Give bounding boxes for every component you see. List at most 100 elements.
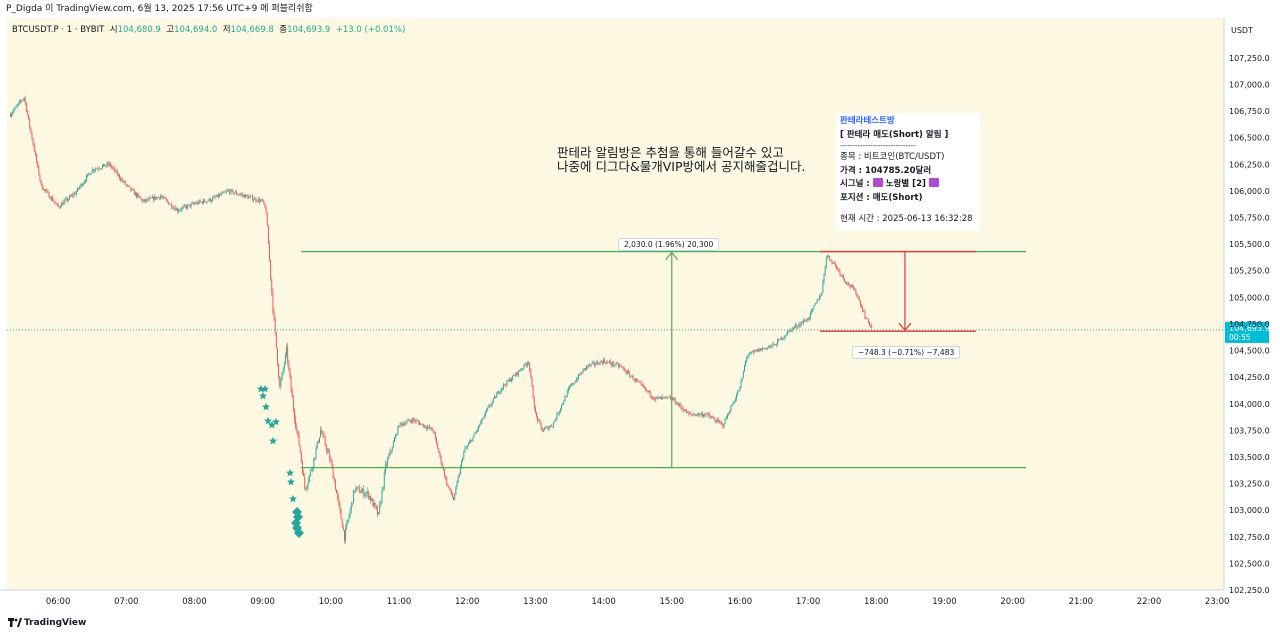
- candle-body: [28, 114, 30, 120]
- candle: [842, 273, 844, 281]
- candle-body: [337, 493, 339, 498]
- candle-body: [245, 194, 247, 198]
- candle-body: [379, 504, 381, 513]
- candle-body: [422, 423, 424, 427]
- candle: [748, 352, 750, 358]
- candle-body: [216, 194, 218, 197]
- candle-body: [129, 186, 131, 188]
- candle-body: [694, 414, 695, 416]
- candle: [219, 193, 220, 198]
- candle-body: [784, 335, 786, 337]
- candle: [539, 419, 541, 425]
- candle: [512, 375, 514, 382]
- candle: [436, 436, 437, 445]
- candle: [321, 427, 323, 435]
- candle: [757, 347, 759, 352]
- candle: [296, 423, 298, 435]
- candle: [398, 425, 400, 428]
- candle-body: [762, 348, 764, 350]
- candle: [856, 293, 858, 298]
- candle: [106, 161, 108, 168]
- candle-body: [841, 275, 843, 276]
- alert-info-box[interactable]: 판테라테스트방 [ 판테라 매도(Short) 알림 ] -----------…: [836, 113, 980, 231]
- high-value: 104,694.0: [174, 25, 218, 35]
- long-measure-label[interactable]: 2,030.0 (1.96%) 20,300: [618, 238, 720, 251]
- candle-body: [489, 405, 491, 407]
- text-annotation[interactable]: 판테라 알림방은 추첨을 통해 들어갈수 있고 나중에 디그다&물개VIP방에서…: [557, 146, 805, 174]
- candle-body: [521, 368, 523, 371]
- candle-body: [331, 460, 333, 467]
- candle: [603, 357, 605, 365]
- candle: [716, 417, 718, 424]
- candle: [344, 529, 345, 544]
- candle-body: [682, 408, 684, 411]
- candle-body: [34, 151, 36, 155]
- candle: [455, 486, 457, 496]
- candle-body: [147, 199, 149, 201]
- candle: [505, 383, 507, 389]
- candle-body: [557, 413, 559, 415]
- candle-body: [738, 390, 740, 392]
- candle-body: [472, 437, 474, 442]
- candle: [686, 408, 687, 414]
- candle-body: [497, 391, 499, 395]
- short-measure-label[interactable]: −748.3 (−0.71%) −7,483: [852, 346, 961, 359]
- candle: [608, 359, 610, 364]
- candle: [705, 413, 707, 418]
- candle: [474, 431, 476, 435]
- candle-body: [36, 154, 37, 162]
- candle: [589, 363, 591, 368]
- candle: [383, 469, 385, 491]
- candle-body: [163, 197, 165, 198]
- candle-body: [317, 441, 319, 443]
- candle: [591, 360, 593, 365]
- candle: [253, 198, 255, 203]
- candle-body: [503, 384, 505, 388]
- candle-body: [698, 413, 700, 416]
- candle-body: [303, 473, 305, 477]
- candle: [90, 172, 92, 175]
- annotation-line-2: 나중에 디그다&물개VIP방에서 공지해줄겁니다.: [557, 159, 806, 174]
- candle: [434, 431, 436, 441]
- candle-body: [796, 324, 798, 327]
- candle-body: [809, 312, 811, 318]
- price-chart[interactable]: 104,693.900:55 USDT102,250.0102,500.0102…: [0, 18, 1280, 612]
- candle-body: [295, 419, 297, 427]
- candle-body: [432, 430, 434, 432]
- candle-body: [59, 206, 61, 208]
- candle-body: [137, 194, 139, 197]
- candle: [121, 177, 123, 182]
- candle-body: [792, 327, 794, 329]
- candle: [83, 180, 85, 185]
- candle-body: [776, 340, 778, 345]
- candle-body: [78, 188, 80, 189]
- price-tag-value: 104,693.9: [1229, 324, 1270, 333]
- candle: [149, 195, 151, 199]
- candle-body: [139, 196, 141, 198]
- candle-body: [707, 413, 709, 415]
- candle-body: [19, 101, 20, 104]
- candle-body: [311, 469, 312, 471]
- candle: [554, 419, 556, 423]
- candle-body: [16, 105, 18, 107]
- candle: [229, 188, 231, 195]
- candle: [799, 321, 801, 328]
- candle: [756, 349, 758, 353]
- candle: [380, 500, 382, 507]
- candle: [655, 396, 657, 403]
- candle-body: [529, 362, 531, 371]
- candle: [375, 505, 377, 511]
- candle: [339, 501, 341, 514]
- candle-body: [306, 485, 308, 489]
- candle-body: [70, 196, 72, 197]
- candle-body: [179, 210, 181, 211]
- candle: [159, 194, 161, 201]
- candle: [77, 186, 78, 192]
- candle: [607, 361, 609, 363]
- symbol-legend[interactable]: BTCUSDT.P · 1 · BYBIT 시104,680.9 고104,69…: [12, 23, 405, 35]
- candle-body: [606, 361, 608, 364]
- candle-body: [171, 203, 173, 208]
- candle-body: [355, 488, 357, 492]
- candle: [82, 181, 84, 187]
- time-axis: 06:00 07:00 08:00 09:00 10:00 11:00 12:00 13:00…: [0, 589, 1229, 607]
